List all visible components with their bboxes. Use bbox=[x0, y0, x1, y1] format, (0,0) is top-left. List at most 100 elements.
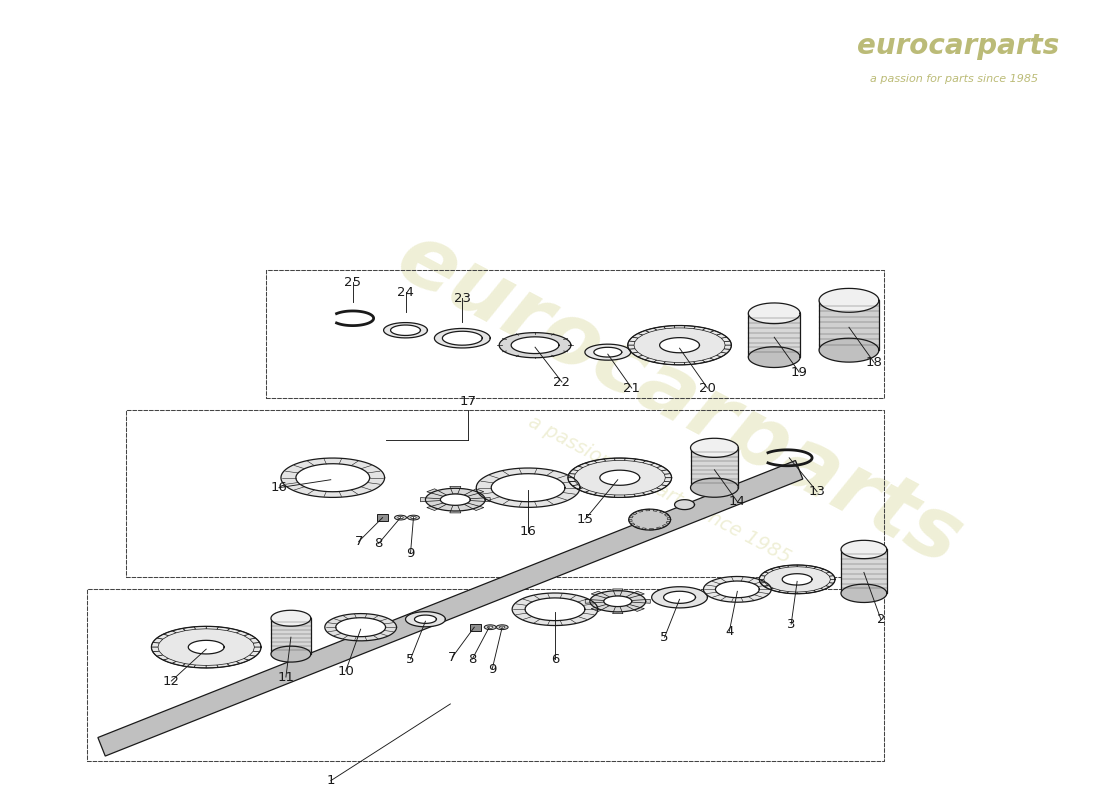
Polygon shape bbox=[152, 626, 261, 668]
Polygon shape bbox=[635, 526, 640, 528]
Ellipse shape bbox=[487, 626, 493, 628]
Polygon shape bbox=[691, 478, 738, 498]
Polygon shape bbox=[236, 658, 249, 663]
Text: 3: 3 bbox=[786, 618, 795, 630]
Polygon shape bbox=[153, 638, 163, 643]
Polygon shape bbox=[650, 488, 662, 492]
Polygon shape bbox=[390, 325, 420, 335]
Polygon shape bbox=[271, 610, 311, 626]
Polygon shape bbox=[632, 352, 642, 357]
Polygon shape bbox=[585, 599, 604, 603]
Text: eurocarparts: eurocarparts bbox=[858, 32, 1059, 60]
Polygon shape bbox=[702, 328, 714, 332]
Polygon shape bbox=[764, 569, 773, 573]
Polygon shape bbox=[759, 579, 764, 583]
Text: 8: 8 bbox=[469, 653, 476, 666]
Polygon shape bbox=[183, 664, 196, 667]
Polygon shape bbox=[585, 344, 630, 360]
Polygon shape bbox=[715, 581, 759, 598]
Polygon shape bbox=[662, 525, 667, 527]
Text: 11: 11 bbox=[277, 670, 295, 683]
Ellipse shape bbox=[484, 625, 496, 630]
Text: 16: 16 bbox=[519, 525, 537, 538]
Bar bbox=[842, 550, 887, 594]
Polygon shape bbox=[663, 591, 695, 603]
Polygon shape bbox=[594, 459, 606, 462]
Polygon shape bbox=[642, 461, 654, 465]
Polygon shape bbox=[646, 509, 650, 511]
Polygon shape bbox=[788, 592, 798, 594]
Text: 5: 5 bbox=[660, 630, 669, 644]
Polygon shape bbox=[590, 590, 646, 612]
Polygon shape bbox=[657, 485, 667, 490]
Polygon shape bbox=[594, 347, 621, 357]
Polygon shape bbox=[464, 503, 484, 510]
Polygon shape bbox=[684, 326, 695, 329]
Polygon shape bbox=[806, 566, 816, 569]
Polygon shape bbox=[674, 326, 685, 328]
Bar bbox=[470, 624, 481, 630]
Polygon shape bbox=[664, 474, 672, 478]
Polygon shape bbox=[244, 655, 255, 660]
Polygon shape bbox=[642, 490, 654, 494]
Polygon shape bbox=[711, 355, 722, 360]
Polygon shape bbox=[829, 579, 835, 583]
Polygon shape bbox=[499, 333, 571, 358]
Polygon shape bbox=[711, 330, 722, 335]
Polygon shape bbox=[415, 615, 437, 623]
Polygon shape bbox=[604, 494, 615, 498]
Polygon shape bbox=[674, 500, 694, 510]
Polygon shape bbox=[629, 519, 632, 522]
Polygon shape bbox=[604, 596, 631, 606]
Polygon shape bbox=[770, 588, 781, 592]
Ellipse shape bbox=[407, 515, 419, 520]
Ellipse shape bbox=[398, 517, 404, 518]
Polygon shape bbox=[638, 355, 649, 360]
Polygon shape bbox=[638, 510, 642, 512]
Text: 12: 12 bbox=[163, 674, 179, 687]
Polygon shape bbox=[798, 565, 807, 567]
Text: eurocarparts: eurocarparts bbox=[383, 216, 976, 584]
Polygon shape bbox=[641, 528, 646, 530]
Polygon shape bbox=[604, 458, 615, 462]
Polygon shape bbox=[406, 612, 446, 627]
Polygon shape bbox=[594, 493, 606, 497]
Polygon shape bbox=[628, 341, 635, 345]
Polygon shape bbox=[691, 438, 738, 458]
Polygon shape bbox=[661, 470, 670, 474]
Polygon shape bbox=[663, 326, 674, 329]
Polygon shape bbox=[250, 638, 260, 643]
Polygon shape bbox=[782, 574, 812, 585]
Polygon shape bbox=[572, 466, 583, 470]
Polygon shape bbox=[628, 345, 635, 350]
Polygon shape bbox=[578, 488, 590, 492]
Polygon shape bbox=[188, 640, 224, 654]
Polygon shape bbox=[253, 642, 261, 647]
Text: 21: 21 bbox=[624, 382, 640, 394]
Text: 2: 2 bbox=[877, 613, 886, 626]
Bar bbox=[820, 300, 879, 350]
Polygon shape bbox=[600, 470, 640, 486]
Text: 7: 7 bbox=[448, 650, 456, 664]
Polygon shape bbox=[440, 494, 471, 506]
Polygon shape bbox=[172, 628, 185, 633]
Polygon shape bbox=[821, 586, 829, 590]
Polygon shape bbox=[650, 528, 653, 530]
Polygon shape bbox=[760, 582, 768, 586]
Polygon shape bbox=[842, 584, 887, 602]
Polygon shape bbox=[206, 626, 219, 630]
Polygon shape bbox=[427, 489, 447, 496]
Ellipse shape bbox=[499, 626, 505, 628]
Polygon shape bbox=[629, 509, 671, 530]
Polygon shape bbox=[585, 461, 597, 465]
Text: 15: 15 bbox=[576, 513, 593, 526]
Polygon shape bbox=[591, 591, 609, 598]
Polygon shape bbox=[492, 474, 565, 502]
Polygon shape bbox=[194, 665, 206, 668]
Polygon shape bbox=[163, 631, 176, 636]
Text: 14: 14 bbox=[729, 495, 746, 508]
Polygon shape bbox=[244, 634, 255, 639]
Polygon shape bbox=[568, 474, 575, 478]
Polygon shape bbox=[716, 352, 727, 357]
Polygon shape bbox=[253, 647, 261, 652]
